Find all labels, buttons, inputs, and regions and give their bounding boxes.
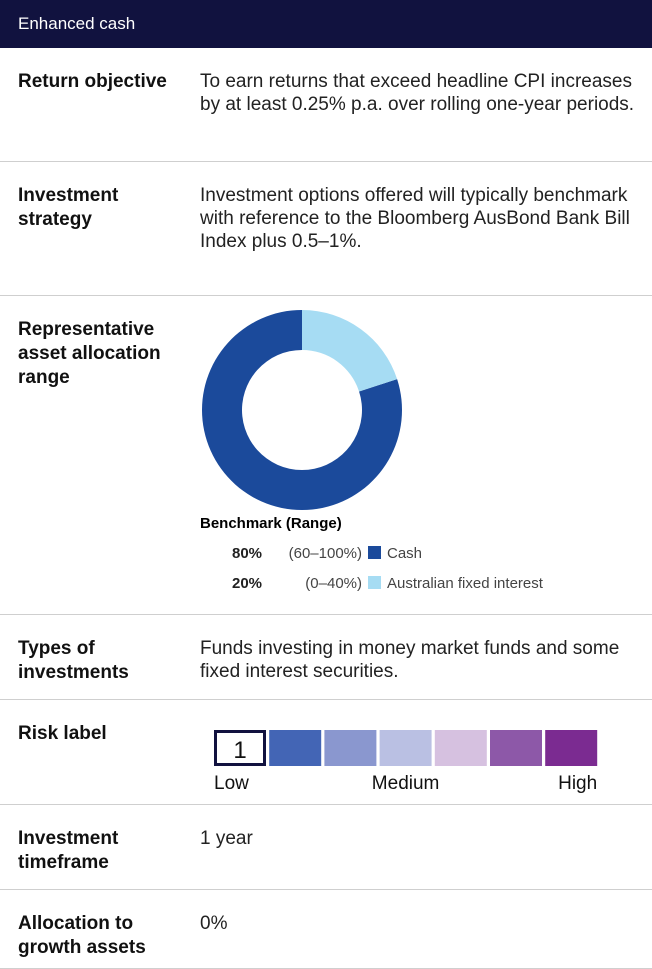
legend-swatch bbox=[368, 546, 381, 559]
row-label: Types of investments bbox=[18, 638, 129, 683]
legend-name: Australian fixed interest bbox=[387, 575, 544, 592]
row-text: To earn returns that exceed headline CPI… bbox=[200, 71, 635, 115]
risk-box bbox=[379, 730, 432, 766]
risk-box bbox=[214, 730, 266, 766]
header-title: Enhanced cash bbox=[0, 0, 652, 48]
legend-name: Cash bbox=[387, 545, 422, 562]
row-label: Risk label bbox=[18, 723, 107, 744]
row: Allocation to growth assets 0% bbox=[0, 890, 652, 969]
risk-scale-label: Low bbox=[214, 773, 249, 794]
legend-range: (60–100%) bbox=[289, 545, 362, 562]
risk-box bbox=[490, 730, 542, 766]
risk-box bbox=[434, 730, 487, 766]
legend-title: Benchmark (Range) bbox=[200, 515, 342, 532]
risk-scale: 1 Low Medium High bbox=[214, 730, 598, 794]
legend-swatch bbox=[368, 576, 381, 589]
row-text: Investment options offered will typicall… bbox=[200, 185, 630, 252]
risk-scale-label: Medium bbox=[372, 773, 440, 794]
row: Types of investments Funds investing in … bbox=[0, 615, 652, 700]
donut-segment bbox=[302, 310, 398, 392]
legend-range: (0–40%) bbox=[305, 575, 362, 592]
row-text: 0% bbox=[200, 913, 228, 934]
row-label: Return objective bbox=[18, 71, 167, 92]
risk-level: 1 bbox=[233, 737, 246, 764]
row-text: Funds investing in money market funds an… bbox=[200, 638, 620, 682]
row-label: Representative asset allocation range bbox=[18, 319, 161, 388]
row-label: Investment timeframe bbox=[18, 828, 119, 873]
allocation-chart: Benchmark (Range) 80% (60–100%) Cash 20% (0–… bbox=[200, 310, 544, 592]
risk-scale-label: High bbox=[558, 773, 597, 794]
risk-box bbox=[545, 730, 598, 766]
row: Representative asset allocation range Be… bbox=[0, 296, 652, 615]
legend-value: 80% bbox=[232, 545, 262, 562]
row: Risk label 1 Low Medium High bbox=[0, 700, 652, 805]
risk-box bbox=[269, 730, 322, 766]
row-label: Allocation to growth assets bbox=[18, 913, 146, 958]
donut-segment bbox=[201, 310, 402, 510]
row: Investment timeframe 1 year bbox=[0, 805, 652, 890]
row: Investment strategy Investment options o… bbox=[0, 162, 652, 296]
risk-box bbox=[324, 730, 377, 766]
row-label: Investment strategy bbox=[18, 185, 119, 230]
row: Return objective To earn returns that ex… bbox=[0, 48, 652, 162]
legend-value: 20% bbox=[232, 575, 262, 592]
row-text: 1 year bbox=[200, 828, 253, 849]
